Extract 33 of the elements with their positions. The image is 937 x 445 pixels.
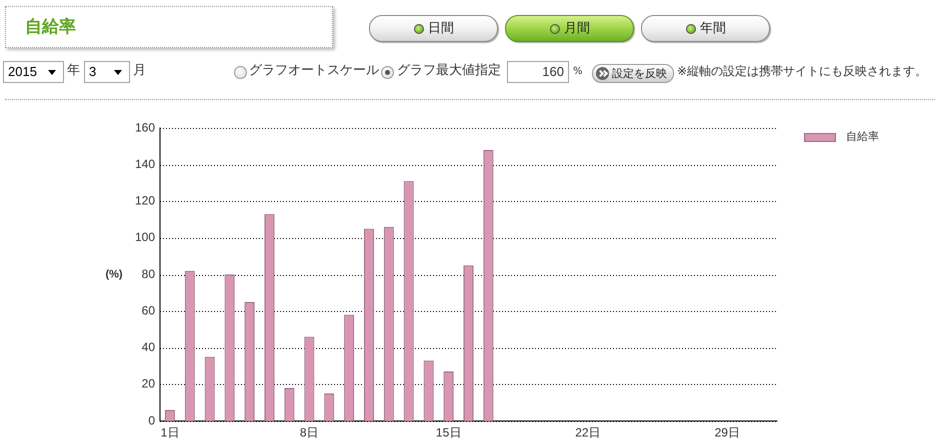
x-tick-label: 1日	[160, 426, 180, 440]
y-tick-label: 20	[142, 376, 156, 391]
y-axis-title: (%)	[105, 268, 123, 281]
legend-label: 自給率	[846, 130, 879, 143]
title-panel: 自給率	[5, 6, 333, 48]
text: 月	[133, 63, 146, 79]
text: 年	[67, 63, 80, 79]
radio-button[interactable]	[381, 66, 394, 79]
text: グラフオートスケール	[249, 63, 379, 79]
text: グラフ最大値指定	[397, 63, 501, 79]
x-tick-label: 29日	[714, 426, 740, 440]
yearly-button[interactable]: 年間	[641, 15, 770, 42]
y-tick-label: 140	[134, 156, 156, 171]
y-tick-label: 160	[134, 120, 156, 134]
y-tick-label: 40	[142, 340, 156, 354]
text: %	[573, 66, 583, 77]
chart-title: 自給率	[25, 17, 76, 37]
apply-button[interactable]: 設定を反映	[592, 64, 674, 83]
y-tick-label: 0	[148, 413, 156, 428]
max-value-input[interactable]: 160	[507, 61, 569, 83]
y-tick-label: 120	[134, 194, 156, 208]
year-dropdown[interactable]: 2015	[3, 61, 64, 83]
x-tick-label: 15日	[436, 426, 462, 440]
month-dropdown[interactable]: 3	[84, 61, 130, 83]
radio-button[interactable]	[234, 66, 247, 79]
y-tick-label: 80	[142, 266, 156, 281]
daily-button[interactable]: 日間	[369, 15, 498, 42]
x-tick-label: 8日	[300, 426, 319, 440]
x-tick-label: 22日	[575, 426, 601, 440]
monthly-button[interactable]: 月間	[505, 15, 634, 42]
text: ※縦軸の設定は携帯サイトにも反映されます。	[677, 63, 928, 79]
y-tick-label: 60	[142, 303, 156, 318]
y-tick-label: 100	[134, 230, 156, 244]
